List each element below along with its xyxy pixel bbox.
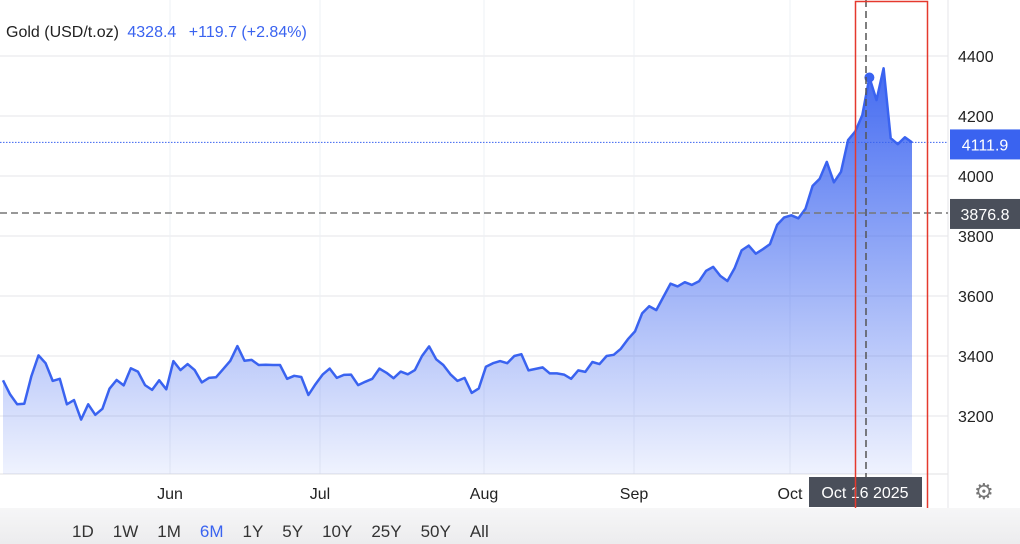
range-button-1d[interactable]: 1D xyxy=(72,522,94,541)
current-price: 4328.4 xyxy=(127,24,177,41)
crosshair-date-badge xyxy=(809,477,922,507)
last-price-label: 4111.9 xyxy=(962,137,1009,154)
range-button-all[interactable]: All xyxy=(469,522,489,541)
gear-icon[interactable]: ⚙ xyxy=(974,479,994,504)
y-tick-label-3400: 3400 xyxy=(958,349,994,366)
range-button-1w[interactable]: 1W xyxy=(112,522,139,541)
crosshair-price-label: 3876.8 xyxy=(961,207,1010,224)
x-tick-label-jul: Jul xyxy=(310,486,330,503)
y-tick-label-3600: 3600 xyxy=(958,289,994,306)
crosshair-price-badge xyxy=(950,198,1020,229)
range-button-1y[interactable]: 1Y xyxy=(242,522,264,541)
highlight-box xyxy=(854,0,929,508)
y-tick-label-3800: 3800 xyxy=(958,229,994,246)
chart-header: Gold (USD/t.oz) 4328.4 +119.7 (+2.84%) xyxy=(6,24,307,42)
range-button-10y[interactable]: 10Y xyxy=(322,522,353,541)
crosshair-date-label: Oct 16 2025 xyxy=(821,485,908,502)
range-bar: 1D 1W 1M 6M 1Y 5Y 10Y 25Y 50Y All xyxy=(0,508,1020,544)
instrument-name: Gold (USD/t.oz) xyxy=(6,24,119,41)
y-tick-label-4400: 4400 xyxy=(958,49,994,66)
gold-price-chart[interactable]: 3200 3400 3600 3800 4000 4200 4400 Jun Jul Aug Sep… xyxy=(0,0,1020,508)
range-button-25y[interactable]: 25Y xyxy=(371,522,402,541)
last-price-badge xyxy=(950,129,1020,160)
range-button-6m[interactable]: 6M xyxy=(199,522,224,541)
range-button-5y[interactable]: 5Y xyxy=(282,522,304,541)
y-tick-label-3200: 3200 xyxy=(958,409,994,426)
x-tick-label-oct: Oct xyxy=(778,486,803,503)
x-tick-label-sep: Sep xyxy=(620,486,649,503)
x-tick-label-jun: Jun xyxy=(157,486,183,503)
y-tick-label-4200: 4200 xyxy=(958,109,994,126)
range-button-50y[interactable]: 50Y xyxy=(420,522,451,541)
hover-point-marker xyxy=(864,72,875,83)
range-button-1m[interactable]: 1M xyxy=(157,522,181,541)
y-tick-label-4000: 4000 xyxy=(958,169,994,186)
x-tick-label-aug: Aug xyxy=(470,486,498,503)
price-change: +119.7 (+2.84%) xyxy=(188,24,307,41)
price-area xyxy=(3,68,912,475)
